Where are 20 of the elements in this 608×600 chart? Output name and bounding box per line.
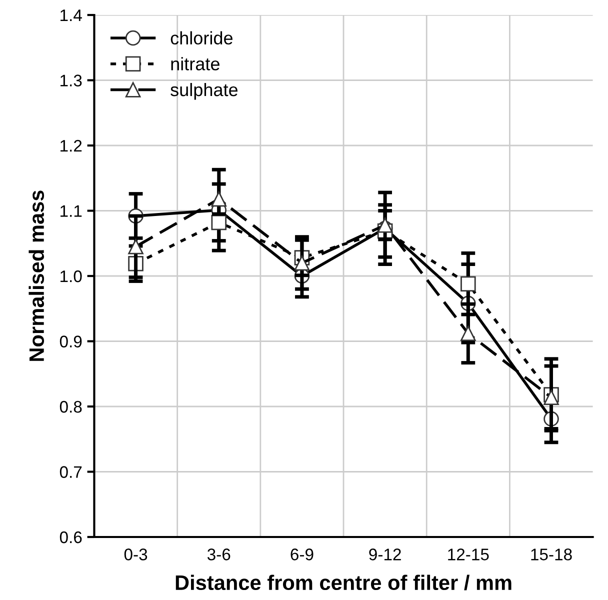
y-axis-title: Normalised mass xyxy=(28,190,44,361)
y-tick-label: 0.7 xyxy=(60,466,82,478)
y-tick-label: 1.1 xyxy=(60,205,82,217)
y-tick-label: 1.4 xyxy=(60,10,82,22)
legend-label: sulphate xyxy=(170,82,238,100)
x-axis-title: Distance from centre of filter / mm xyxy=(176,574,512,590)
y-tick-label: 1.0 xyxy=(60,270,82,282)
legend-label: chloride xyxy=(170,31,232,45)
x-tick-label: 6-9 xyxy=(290,548,314,560)
x-tick-label: 12-15 xyxy=(448,548,489,560)
y-tick-label: 1.3 xyxy=(60,74,82,86)
legend-label: nitrate xyxy=(171,57,220,70)
x-tick-label: 0-3 xyxy=(124,548,148,560)
y-tick-label: 0.6 xyxy=(60,531,82,544)
y-tick-label: 1.2 xyxy=(60,140,82,152)
x-tick-label: 15-18 xyxy=(531,548,572,560)
y-tick-label: 0.8 xyxy=(60,400,82,413)
y-tick-label: 0.9 xyxy=(60,336,82,348)
x-tick-label: 9-12 xyxy=(369,548,401,560)
x-tick-label: 3-6 xyxy=(207,548,230,560)
